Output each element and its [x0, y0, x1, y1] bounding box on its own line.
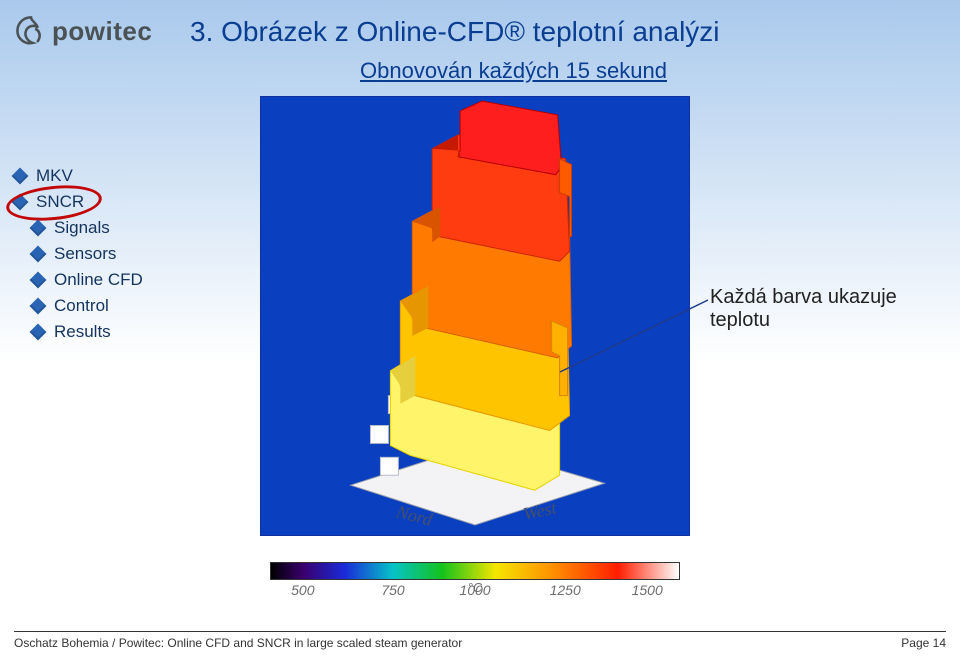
footer: Oschatz Bohemia / Powitec: Online CFD an…	[14, 631, 946, 650]
cfd-visualization: Nord West	[261, 97, 689, 535]
nav-item-mkv: MKV	[14, 166, 174, 186]
nav-label: SNCR	[36, 192, 84, 212]
nav-item-sensors: Sensors	[32, 244, 174, 264]
voxel	[370, 425, 388, 443]
nav-list: MKV SNCR Signals Sensors Online CFD Cont…	[14, 160, 174, 348]
scalebar-unit: °C	[468, 580, 483, 595]
diamond-icon	[30, 324, 47, 341]
cfd-panel: Nord West	[260, 96, 690, 536]
diamond-icon	[12, 168, 29, 185]
cfd-caption: Každá barva ukazuje teplotu	[710, 286, 960, 332]
page-title: 3. Obrázek z Online-CFD® teplotní analýz…	[190, 16, 720, 48]
footer-left: Oschatz Bohemia / Powitec: Online CFD an…	[14, 636, 462, 650]
nav-item-sncr: SNCR	[14, 192, 174, 212]
color-scalebar: 500750100012501500 °C	[270, 562, 680, 602]
footer-right: Page 14	[901, 636, 946, 650]
page-subtitle: Obnovován každých 15 sekund	[360, 58, 667, 84]
scale-tick: 750	[381, 582, 404, 598]
slide: powitec 3. Obrázek z Online-CFD® teplotn…	[0, 0, 960, 658]
nav-label: MKV	[36, 166, 73, 186]
scale-tick: 500	[291, 582, 314, 598]
logo-swirl-icon	[14, 14, 48, 48]
scale-tick: 1250	[550, 582, 581, 598]
scale-tick: 1500	[632, 582, 663, 598]
nav-label: Results	[54, 322, 111, 342]
nav-item-signals: Signals	[32, 218, 174, 238]
diamond-icon	[30, 272, 47, 289]
nav-label: Online CFD	[54, 270, 143, 290]
logo: powitec	[14, 14, 152, 48]
diamond-icon	[12, 194, 29, 211]
voxel	[380, 457, 398, 475]
nav-item-onlinecfd: Online CFD	[32, 270, 174, 290]
nav-label: Signals	[54, 218, 110, 238]
diamond-icon	[30, 220, 47, 237]
flame-body	[390, 101, 571, 490]
scalebar-gradient	[270, 562, 680, 580]
nav-item-results: Results	[32, 322, 174, 342]
nav-item-control: Control	[32, 296, 174, 316]
logo-text: powitec	[52, 16, 152, 47]
diamond-icon	[30, 298, 47, 315]
nav-label: Sensors	[54, 244, 116, 264]
nav-label: Control	[54, 296, 109, 316]
diamond-icon	[30, 246, 47, 263]
